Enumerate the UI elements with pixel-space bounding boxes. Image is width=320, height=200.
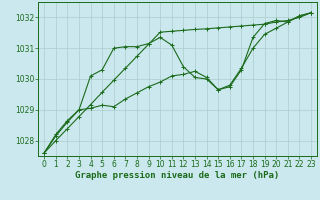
X-axis label: Graphe pression niveau de la mer (hPa): Graphe pression niveau de la mer (hPa) (76, 171, 280, 180)
